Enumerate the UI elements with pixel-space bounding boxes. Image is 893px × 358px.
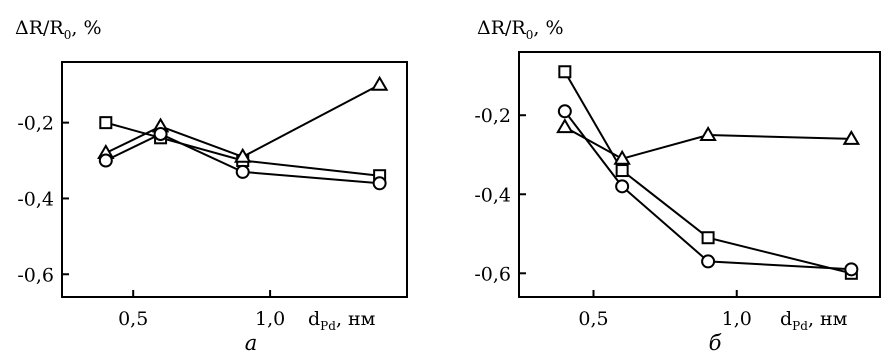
y-tick-label: -0,2: [474, 105, 511, 127]
circle-marker: [557, 104, 572, 119]
x-tick-label: 1,0: [255, 308, 285, 330]
circle-marker: [701, 254, 716, 269]
y-axis-title-sub: 0: [64, 28, 72, 42]
y-tick-label: -0,6: [17, 264, 54, 286]
y-axis-title: ΔR/R0, %: [477, 17, 564, 42]
series-line-triangle: [105, 83, 381, 158]
series-triangle: [556, 118, 861, 165]
triangle-marker: [370, 75, 389, 91]
plot-frame: [61, 61, 408, 298]
y-axis-title-sub: 0: [526, 28, 534, 42]
series-line-square: [105, 121, 380, 177]
series-line-square: [563, 71, 852, 275]
x-axis-title-unit: , нм: [336, 308, 376, 330]
x-axis-title-sub: Pd: [792, 319, 808, 333]
x-tick-label: 0,5: [578, 308, 608, 330]
series-circle: [98, 127, 387, 191]
series-circle: [557, 104, 859, 277]
square-marker: [99, 116, 113, 130]
square-marker: [558, 65, 572, 79]
x-axis-title-sub: Pd: [320, 319, 336, 333]
series-triangle: [97, 75, 389, 163]
triangle-marker: [842, 129, 861, 145]
circle-marker: [153, 127, 168, 142]
x-tick-label: 1,0: [722, 308, 752, 330]
circle-marker: [615, 179, 630, 194]
x-axis-title: dPd, нм: [308, 308, 376, 333]
y-axis-title: ΔR/R0, %: [15, 17, 102, 42]
y-axis-title-main: ΔR/R: [477, 17, 526, 39]
x-axis-title-main: d: [780, 308, 792, 330]
x-axis-title: dPd, нм: [780, 308, 848, 333]
triangle-marker: [613, 149, 631, 165]
chart-panel-a: -0,2 -0,4 -0,6 0,5 1,0 ΔR/R0, % dPd, нм а: [15, 17, 408, 355]
circle-marker: [372, 176, 387, 191]
series-line-circle: [105, 132, 380, 185]
y-tick-label: -0,4: [474, 184, 511, 206]
panel-label: б: [709, 331, 722, 355]
triangle-marker: [233, 147, 252, 163]
x-tick-label: 0,5: [118, 308, 148, 330]
x-axis-title-main: d: [308, 308, 320, 330]
y-axis-title-main: ΔR/R: [15, 17, 64, 39]
y-axis-title-unit: , %: [533, 17, 563, 39]
y-tick-label: -0,4: [17, 188, 54, 210]
plot-frame: [518, 51, 881, 298]
series-square: [558, 65, 858, 280]
square-marker: [615, 164, 629, 178]
x-axis-title-unit: , нм: [808, 308, 848, 330]
circle-marker: [98, 153, 113, 168]
square-marker: [701, 231, 715, 245]
y-tick-label: -0,2: [17, 113, 54, 135]
panel-label: а: [245, 331, 258, 355]
y-axis-title-unit: , %: [71, 17, 101, 39]
circle-marker: [235, 164, 250, 179]
circle-marker: [844, 262, 859, 277]
triangle-marker: [699, 125, 717, 141]
triangle-marker: [556, 118, 574, 134]
series-line-circle: [564, 110, 852, 271]
series-line-triangle: [564, 126, 852, 160]
y-tick-label: -0,6: [474, 263, 511, 285]
chart-panel-b: -0,2 -0,4 -0,6 0,5 1,0 ΔR/R0, % dPd, нм б: [474, 17, 881, 355]
